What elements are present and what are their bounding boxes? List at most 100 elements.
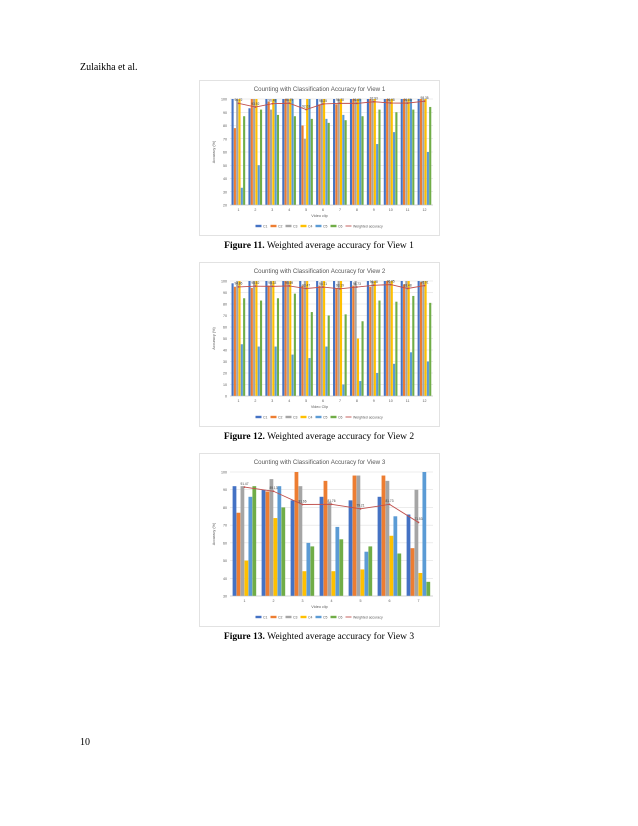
bar-c1 — [349, 99, 353, 205]
line-point — [254, 285, 257, 288]
bar-c4 — [331, 571, 336, 596]
bar-c6 — [276, 298, 280, 396]
bar-c6 — [429, 302, 432, 396]
bar-c2 — [233, 128, 236, 205]
data-label: 71.53 — [415, 517, 423, 521]
y-tick-label: 10 — [223, 383, 227, 387]
y-tick-label: 20 — [223, 372, 227, 376]
x-tick-label: 11 — [406, 399, 410, 403]
bar-c6 — [293, 116, 296, 205]
bar-c5 — [257, 165, 260, 205]
bar-c6 — [339, 539, 344, 596]
x-tick-label: 8 — [356, 208, 358, 212]
y-tick-label: 40 — [223, 177, 227, 181]
bar-c2 — [386, 99, 389, 205]
bar-c3 — [286, 281, 290, 396]
bar-c1 — [383, 281, 386, 396]
bar-c5 — [376, 144, 379, 205]
line-point — [301, 503, 304, 506]
bar-c4 — [289, 281, 292, 396]
bar-c3 — [253, 281, 256, 396]
x-tick-label: 12 — [423, 208, 427, 212]
bar-c1 — [231, 283, 234, 396]
bar-c6 — [252, 486, 257, 596]
bar-c5 — [426, 361, 429, 396]
bar-c2 — [265, 491, 270, 596]
bar-c6 — [327, 315, 330, 396]
bar-c3 — [385, 480, 390, 596]
bar-c5 — [342, 114, 345, 205]
data-label: 91.47 — [241, 482, 249, 486]
legend-swatch-c2 — [270, 224, 277, 228]
y-tick-label: 100 — [221, 98, 227, 102]
bar-c5 — [308, 358, 311, 396]
data-label: 95.52 — [251, 281, 259, 285]
legend-label: C1 — [263, 615, 268, 619]
data-label: 96.98 — [387, 98, 395, 102]
bar-c3 — [388, 99, 391, 205]
line-point — [423, 100, 426, 103]
bar-c1 — [231, 99, 234, 205]
data-label: 95.69 — [285, 281, 293, 285]
data-label: 96.88 — [404, 98, 412, 102]
line-point — [372, 284, 375, 287]
bar-c5 — [393, 363, 396, 396]
bar-c3 — [303, 281, 306, 396]
data-label: 89.13 — [270, 486, 278, 490]
x-tick-label: 6 — [322, 208, 324, 212]
bar-c5 — [393, 516, 398, 596]
bar-c5 — [359, 381, 362, 396]
line-point — [388, 503, 391, 506]
data-label: 79.21 — [357, 504, 365, 508]
legend-label: C2 — [278, 415, 283, 419]
y-tick-label: 70 — [223, 137, 227, 141]
x-tick-label: 10 — [389, 208, 393, 212]
bar-c5 — [248, 496, 253, 596]
bar-c5 — [409, 99, 413, 205]
line-point — [322, 286, 324, 288]
bar-c5 — [257, 346, 260, 396]
bar-c3 — [354, 99, 357, 205]
data-label: 96.78 — [336, 98, 344, 102]
bar-c5 — [422, 472, 427, 596]
bar-c4 — [418, 572, 423, 596]
y-tick-label: 50 — [223, 164, 227, 168]
bar-c6 — [293, 293, 296, 396]
x-tick-label: 3 — [302, 599, 304, 603]
bar-c4 — [255, 281, 258, 396]
bar-c2 — [233, 286, 236, 396]
caption-figure-13: Figure 13. Weighted average accuracy for… — [0, 632, 638, 642]
y-tick-label: 60 — [223, 151, 227, 155]
y-tick-label: 90 — [223, 488, 227, 492]
legend-swatch-c4 — [300, 615, 307, 619]
figure-11: Counting with Classification Accuracy fo… — [199, 80, 440, 236]
bar-c3 — [303, 138, 306, 205]
y-tick-label: 90 — [223, 291, 227, 295]
bar-c4 — [302, 571, 307, 596]
bar-c4 — [373, 281, 376, 396]
chart-title: Counting with Classification Accuracy fo… — [254, 86, 386, 93]
bar-c2 — [267, 285, 270, 396]
x-tick-label: 6 — [322, 399, 324, 403]
line-point — [406, 287, 409, 290]
bar-c6 — [310, 546, 315, 596]
bar-c4 — [356, 99, 359, 205]
line-point — [339, 287, 341, 290]
bar-c2 — [335, 104, 338, 205]
legend-swatch-c3 — [285, 224, 292, 228]
data-label: 96.48 — [268, 98, 276, 102]
bar-c4 — [306, 281, 309, 396]
line-point — [423, 284, 426, 287]
legend-label: C1 — [263, 415, 268, 419]
legend-label: C2 — [278, 224, 283, 228]
bar-c4 — [424, 281, 427, 396]
bar-c6 — [397, 553, 402, 596]
legend-swatch-c6 — [330, 415, 337, 419]
bar-c6 — [276, 114, 280, 205]
data-label: 96.28 — [370, 280, 378, 284]
legend-label: C3 — [293, 415, 298, 419]
bar-c4 — [390, 281, 393, 396]
bar-c2 — [352, 285, 355, 396]
caption-text: Weighted average accuracy for View 3 — [264, 632, 415, 642]
bar-c1 — [248, 108, 251, 205]
